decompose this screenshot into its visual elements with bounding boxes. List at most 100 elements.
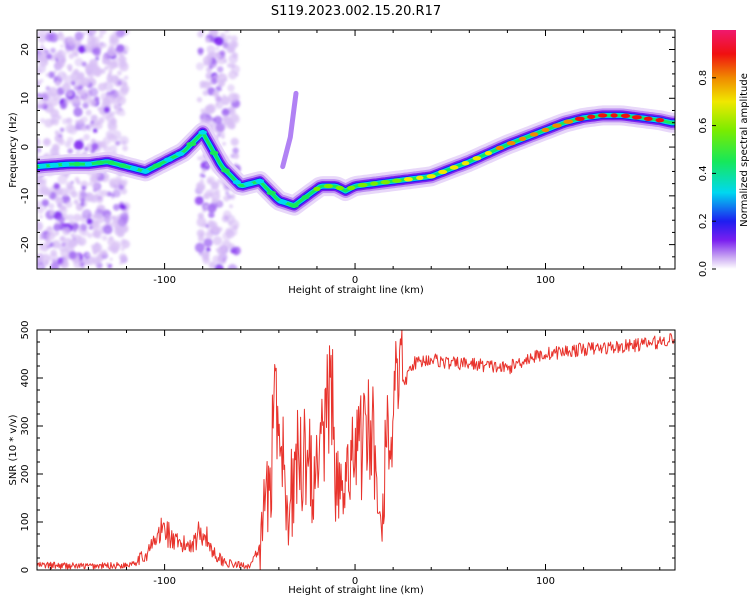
ridge-bead — [221, 168, 230, 173]
noise-speckle — [110, 242, 121, 253]
noise-speckle — [37, 98, 47, 109]
noise-speckle — [208, 211, 215, 219]
noise-speckle — [96, 215, 105, 224]
noise-speckle — [49, 210, 55, 216]
noise-speckle — [98, 117, 105, 124]
noise-speckle — [39, 78, 44, 83]
noise-speckle — [223, 195, 230, 202]
y-tick-label: -20 — [20, 236, 31, 252]
noise-speckle — [212, 236, 223, 246]
noise-speckle — [199, 178, 204, 183]
ridge-bead — [255, 179, 265, 184]
noise-speckle — [229, 123, 235, 128]
ridge-bead — [107, 160, 115, 165]
noise-speckle — [45, 231, 55, 241]
noise-speckle — [112, 93, 122, 104]
noise-speckle — [232, 147, 239, 154]
noise-speckle — [214, 36, 224, 46]
noise-speckle — [210, 181, 220, 190]
noise-speckle — [100, 68, 106, 74]
noise-speckle — [101, 235, 108, 241]
noise-speckle — [76, 180, 81, 185]
noise-speckle — [50, 98, 59, 107]
noise-speckle — [86, 253, 90, 257]
noise-speckle — [83, 89, 86, 92]
noise-speckle — [40, 44, 44, 48]
noise-speckle — [73, 86, 78, 90]
y-tick-label: 20 — [20, 43, 31, 56]
noise-speckle — [228, 92, 238, 103]
ridge-bead — [563, 119, 574, 124]
noise-speckle — [217, 132, 222, 138]
noise-speckle — [118, 61, 129, 72]
ridge-bead — [347, 185, 356, 191]
noise-speckle — [203, 238, 213, 248]
ridge-bead — [495, 145, 504, 151]
noise-speckle — [95, 56, 100, 61]
noise-speckle — [118, 184, 124, 191]
noise-speckle — [55, 80, 61, 87]
colorbar-tick-label: 0.4 — [698, 165, 709, 181]
noise-speckle — [202, 81, 210, 88]
noise-speckle — [205, 247, 211, 252]
noise-speckle — [56, 257, 64, 265]
ridge-bead — [426, 174, 436, 179]
noise-speckle — [85, 67, 94, 75]
noise-speckle — [59, 127, 65, 133]
noise-speckle — [109, 72, 112, 75]
noise-speckle — [70, 80, 76, 86]
ridge-bead — [403, 177, 413, 182]
ridge-bead — [323, 183, 333, 189]
ridge-bead — [416, 175, 424, 180]
noise-speckle — [118, 252, 127, 262]
ridge-bead — [289, 203, 299, 208]
noise-speckle — [81, 185, 87, 191]
colorbar-tick-label: 0.2 — [698, 213, 709, 229]
ridge-bead — [472, 156, 482, 161]
noise-speckle — [37, 147, 42, 153]
noise-speckle — [62, 227, 71, 236]
noise-speckle — [48, 71, 55, 79]
noise-speckle — [215, 85, 222, 92]
noise-speckle — [207, 178, 213, 184]
ridge-bead — [643, 116, 653, 122]
ridge-bead — [392, 178, 402, 183]
noise-speckle — [96, 196, 104, 204]
x-tick-label: -100 — [153, 275, 176, 286]
noise-speckle — [105, 262, 109, 266]
noise-speckle — [110, 60, 118, 68]
noise-speckle — [194, 242, 205, 253]
noise-speckle — [101, 42, 107, 48]
noise-speckle — [199, 85, 204, 89]
ridge-bead — [38, 163, 47, 169]
noise-speckle — [232, 247, 236, 251]
noise-speckle — [38, 264, 43, 268]
noise-speckle — [103, 173, 110, 179]
noise-speckle — [115, 175, 122, 183]
noise-speckle — [102, 54, 109, 60]
noise-speckle — [65, 49, 70, 54]
ridge-bead — [130, 166, 139, 171]
noise-speckle — [65, 184, 76, 195]
noise-speckle — [226, 34, 232, 40]
noise-speckle — [220, 131, 225, 137]
noise-speckle — [82, 209, 92, 219]
ridge-bead — [631, 115, 642, 120]
noise-speckle — [67, 148, 73, 154]
noise-speckle — [221, 240, 232, 250]
noise-speckle — [43, 138, 51, 146]
noise-speckle — [94, 242, 100, 248]
noise-speckle — [86, 256, 96, 266]
ridge-bead — [118, 163, 127, 168]
noise-speckle — [49, 252, 58, 262]
noise-speckle — [197, 31, 204, 38]
noise-speckle — [46, 53, 53, 60]
noise-speckle — [116, 227, 122, 233]
ridge-bead — [232, 180, 242, 185]
noise-speckle — [76, 90, 82, 95]
noise-speckle — [58, 243, 67, 252]
noise-speckle — [197, 212, 204, 219]
noise-speckle — [230, 137, 239, 146]
noise-speckle — [210, 191, 221, 201]
